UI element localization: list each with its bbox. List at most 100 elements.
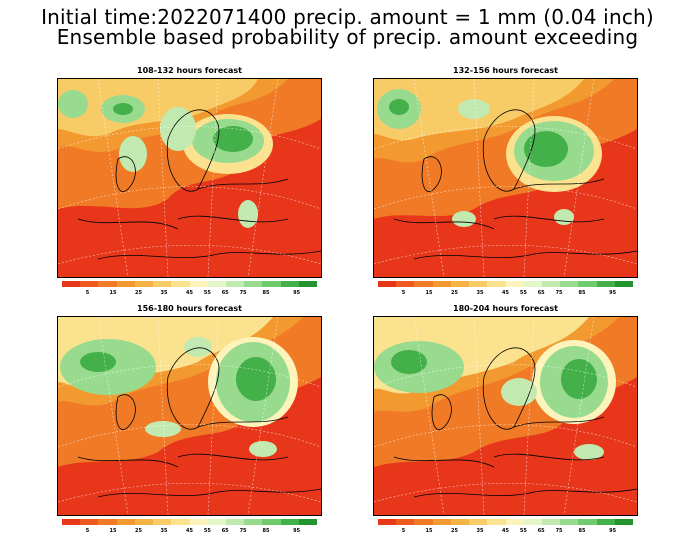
colorbar-label: 65: [537, 290, 545, 296]
colorbar-label: 85: [262, 290, 270, 296]
colorbar-label: 95: [293, 290, 301, 296]
colorbar-swatch: [505, 519, 524, 525]
colorbar-label: 95: [609, 528, 617, 534]
colorbar-label: 55: [519, 528, 527, 534]
colorbar-label: 55: [203, 290, 211, 296]
colorbar-swatch: [189, 281, 208, 287]
colorbar-swatch: [487, 519, 506, 525]
colorbar-label: 25: [451, 290, 458, 296]
colorbar-label: 5: [401, 290, 406, 296]
colorbar-label: 45: [502, 290, 509, 296]
probability-map: [373, 316, 638, 516]
colorbar-label: 25: [135, 290, 142, 296]
colorbar-label: 25: [451, 528, 458, 534]
colorbar: [378, 281, 634, 287]
panel-title: 180-204 hours forecast: [453, 304, 558, 313]
colorbar-swatch: [378, 519, 397, 525]
colorbar-label: 85: [578, 290, 586, 296]
colorbar-label: 5: [85, 290, 90, 296]
colorbar-swatch: [450, 281, 470, 287]
colorbar-label: 35: [476, 528, 484, 534]
colorbar-swatch: [614, 281, 634, 287]
colorbar-swatch: [396, 519, 415, 525]
colorbar-swatch: [134, 281, 154, 287]
colorbar-label: 5: [401, 528, 406, 534]
colorbar-swatch: [298, 281, 318, 287]
colorbar-swatch: [596, 519, 615, 525]
colorbar-label: 35: [160, 528, 168, 534]
colorbar-label: 85: [578, 528, 586, 534]
panel-title: 132-156 hours forecast: [453, 66, 558, 75]
colorbar-label: 95: [293, 528, 301, 534]
colorbar-label: 65: [221, 290, 229, 296]
colorbar-swatch: [414, 281, 433, 287]
colorbar-swatch: [98, 281, 117, 287]
colorbar-label: 75: [239, 290, 247, 296]
colorbar-swatch: [153, 281, 172, 287]
colorbar-label: 15: [425, 528, 433, 534]
colorbar-swatch: [614, 519, 634, 525]
colorbar-swatch: [280, 281, 299, 287]
colorbar-swatch: [487, 281, 506, 287]
probability-map: [57, 316, 322, 516]
colorbar-swatch: [450, 519, 470, 525]
colorbar-label: 45: [502, 528, 509, 534]
colorbar-swatch: [262, 519, 281, 525]
colorbar-swatch: [153, 519, 172, 525]
colorbar-swatch: [469, 519, 488, 525]
colorbar-swatch: [262, 281, 281, 287]
colorbar-swatch: [578, 519, 597, 525]
colorbar-swatch: [541, 519, 561, 525]
colorbar-label: 55: [519, 290, 527, 296]
colorbar-swatch: [225, 519, 245, 525]
colorbar-label: 15: [109, 528, 117, 534]
panel-title: 156-180 hours forecast: [137, 304, 242, 313]
colorbar-label: 75: [239, 528, 247, 534]
colorbar-label: 75: [555, 528, 563, 534]
colorbar-swatch: [98, 519, 117, 525]
colorbar-swatch: [116, 281, 135, 287]
colorbar-swatch: [244, 281, 263, 287]
colorbar-label: 65: [537, 528, 545, 534]
colorbar-swatch: [396, 281, 415, 287]
colorbar-labels: 5 15 25 35 45 55 65 75 85 95: [62, 290, 317, 298]
colorbar: [378, 519, 634, 525]
colorbar-swatch: [560, 281, 579, 287]
colorbar-swatch: [171, 519, 190, 525]
chart-title-line-1: Initial time:2022071400 precip. amount =…: [41, 5, 654, 29]
colorbar-swatch: [171, 281, 190, 287]
colorbar-swatch: [80, 519, 99, 525]
colorbar-swatch: [62, 281, 81, 287]
colorbar-label: 45: [186, 528, 193, 534]
colorbar-swatch: [298, 519, 318, 525]
colorbar-swatch: [225, 281, 245, 287]
probability-map: [373, 78, 638, 278]
colorbar-swatch: [207, 519, 226, 525]
colorbar-swatch: [80, 281, 99, 287]
colorbar-swatch: [523, 281, 542, 287]
colorbar: [62, 519, 318, 525]
colorbar-label: 45: [186, 290, 193, 296]
colorbar-swatch: [207, 281, 226, 287]
colorbar-label: 55: [203, 528, 211, 534]
colorbar-swatch: [432, 519, 451, 525]
panel-title: 108-132 hours forecast: [137, 66, 242, 75]
colorbar-labels: 5 15 25 35 45 55 65 75 85 95: [378, 290, 633, 298]
colorbar-label: 15: [109, 290, 117, 296]
colorbar-swatch: [596, 281, 615, 287]
colorbar-label: 85: [262, 528, 270, 534]
colorbar-label: 25: [135, 528, 142, 534]
colorbar-swatch: [432, 281, 451, 287]
colorbar-swatch: [469, 281, 488, 287]
colorbar: [62, 281, 318, 287]
colorbar-swatch: [414, 519, 433, 525]
colorbar-swatch: [378, 281, 397, 287]
chart-title-line-2: Ensemble based probability of precip. am…: [56, 25, 639, 49]
colorbar-label: 65: [221, 528, 229, 534]
colorbar-label: 5: [85, 528, 90, 534]
colorbar-swatch: [116, 519, 135, 525]
colorbar-swatch: [560, 519, 579, 525]
colorbar-label: 15: [425, 290, 433, 296]
colorbar-label: 35: [476, 290, 484, 296]
colorbar-swatch: [541, 281, 561, 287]
